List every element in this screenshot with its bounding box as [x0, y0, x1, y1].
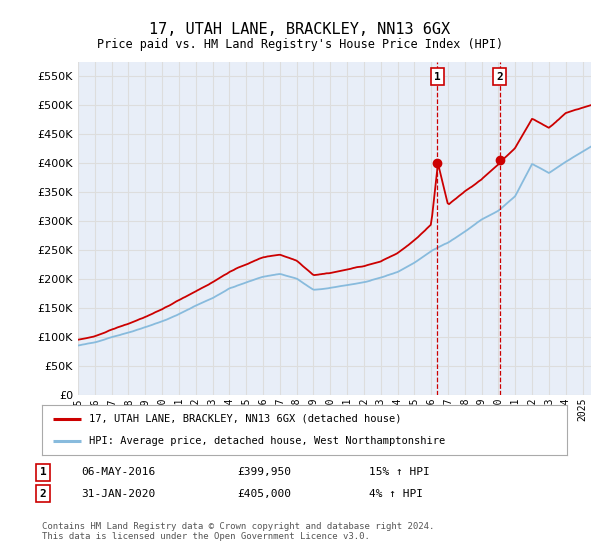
Text: £399,950: £399,950: [237, 467, 291, 477]
Text: 2: 2: [40, 489, 47, 499]
Text: Contains HM Land Registry data © Crown copyright and database right 2024.
This d: Contains HM Land Registry data © Crown c…: [42, 522, 434, 542]
Text: 17, UTAH LANE, BRACKLEY, NN13 6GX (detached house): 17, UTAH LANE, BRACKLEY, NN13 6GX (detac…: [89, 414, 402, 424]
Text: 2: 2: [496, 72, 503, 82]
Text: 1: 1: [434, 72, 440, 82]
Text: 06-MAY-2016: 06-MAY-2016: [81, 467, 155, 477]
Text: Price paid vs. HM Land Registry's House Price Index (HPI): Price paid vs. HM Land Registry's House …: [97, 38, 503, 50]
Text: 15% ↑ HPI: 15% ↑ HPI: [369, 467, 430, 477]
Text: 31-JAN-2020: 31-JAN-2020: [81, 489, 155, 499]
Text: HPI: Average price, detached house, West Northamptonshire: HPI: Average price, detached house, West…: [89, 436, 445, 446]
Text: £405,000: £405,000: [237, 489, 291, 499]
Text: 4% ↑ HPI: 4% ↑ HPI: [369, 489, 423, 499]
Text: 17, UTAH LANE, BRACKLEY, NN13 6GX: 17, UTAH LANE, BRACKLEY, NN13 6GX: [149, 22, 451, 38]
Text: 1: 1: [40, 467, 47, 477]
